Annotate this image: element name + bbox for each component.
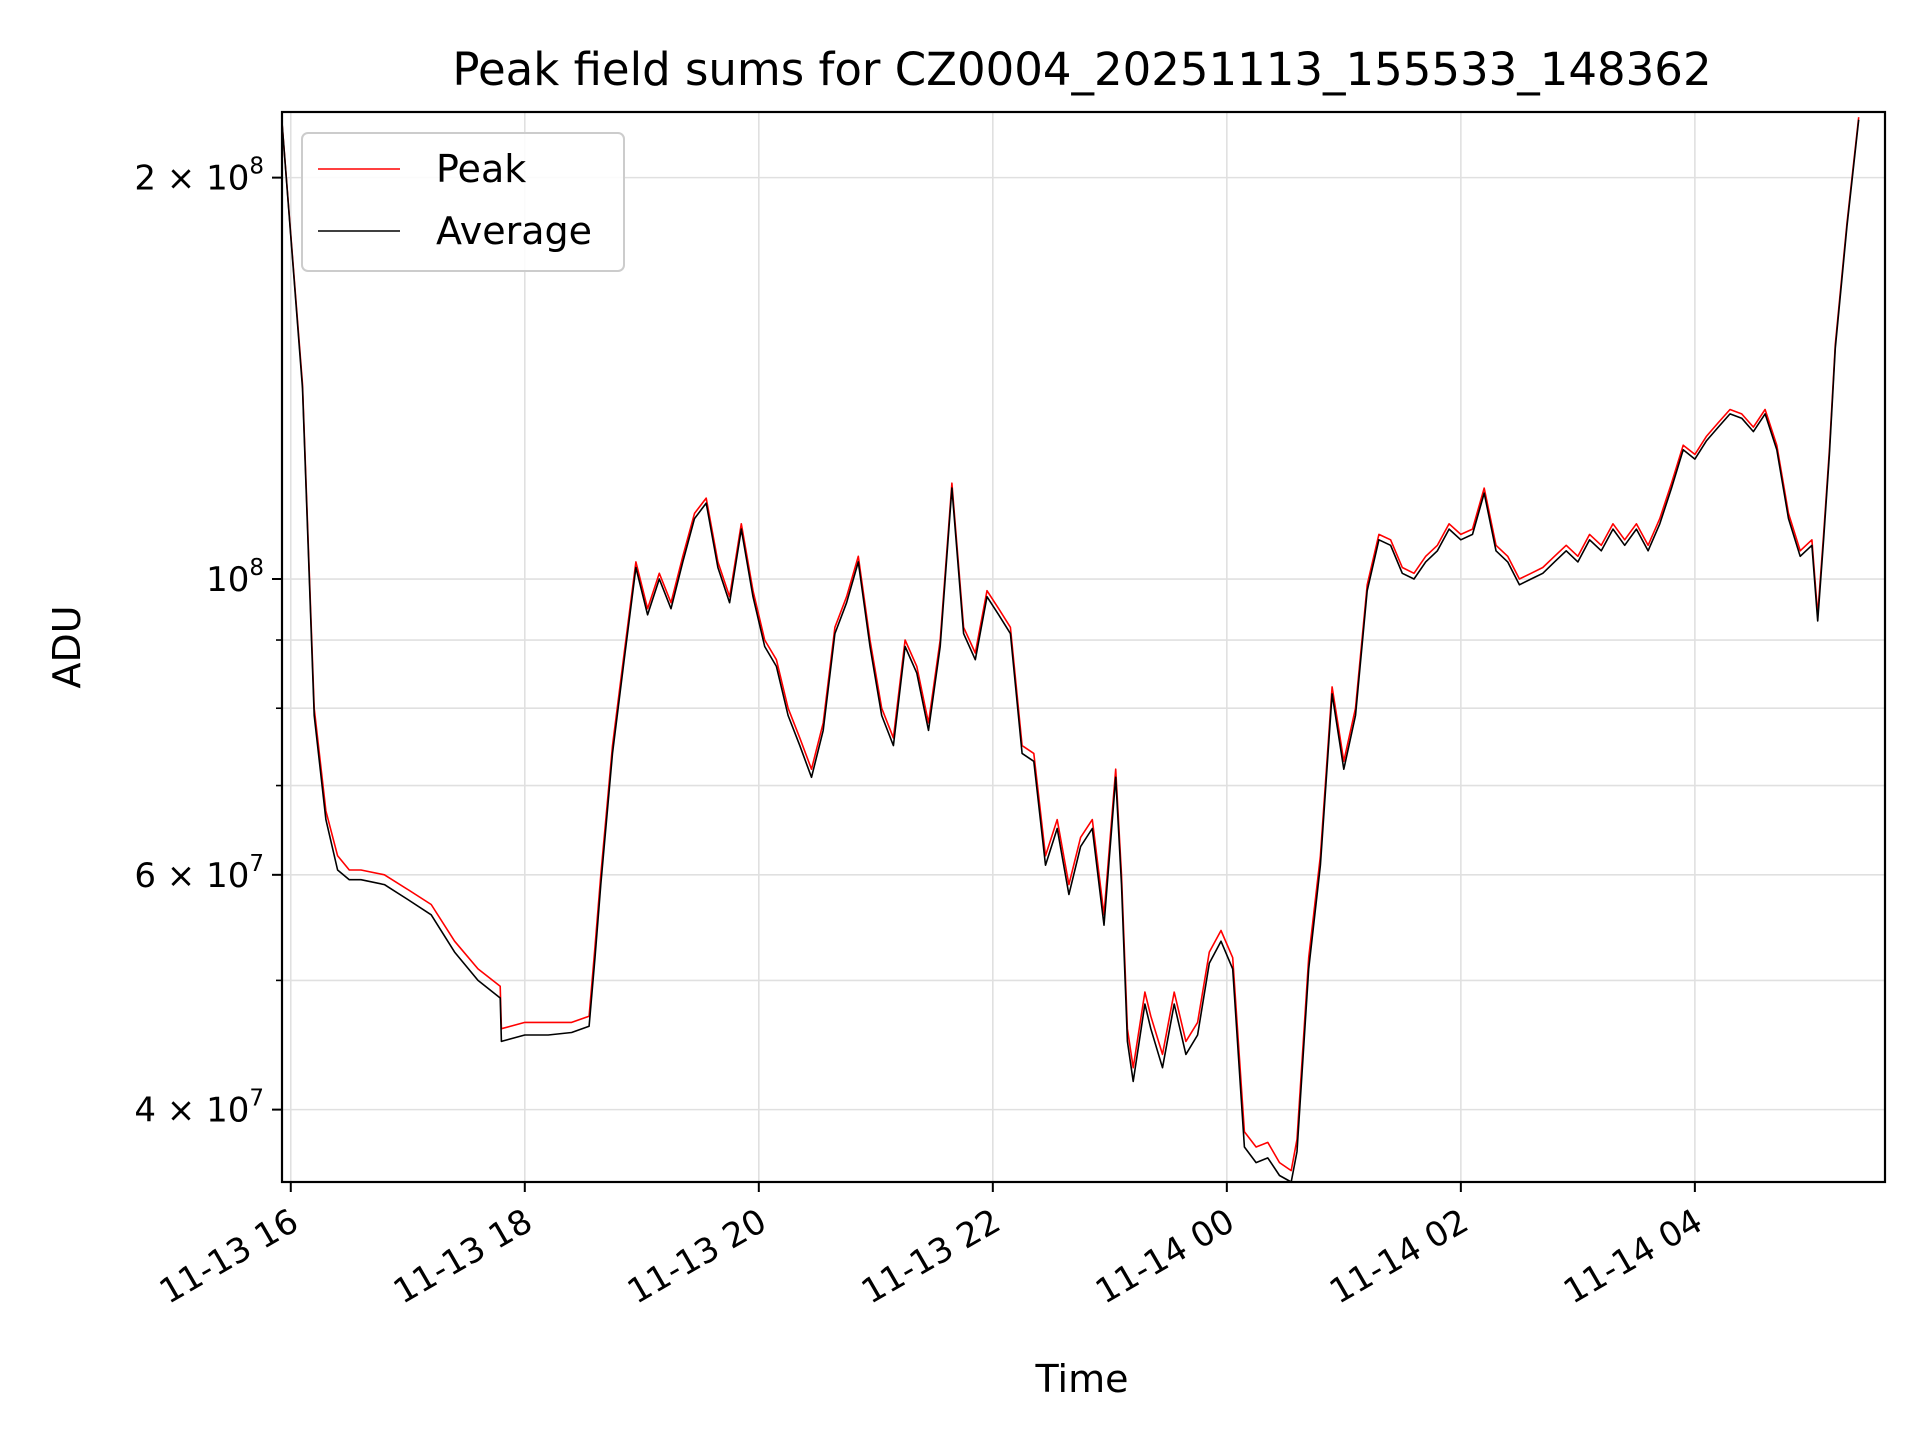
y-tick-label: 2 × 108 <box>134 154 264 199</box>
legend: Peak Average <box>301 132 625 272</box>
y-tick-label: 108 <box>206 555 264 600</box>
series-layer <box>281 117 1860 1183</box>
y-axis-label: ADU <box>45 605 89 688</box>
y-axis: 4 × 107 6 × 107 108 2 × 108 <box>134 154 282 1131</box>
y-tick-label: 6 × 107 <box>134 851 264 896</box>
series-line-average <box>281 119 1860 1183</box>
legend-label-average: Average <box>436 209 592 253</box>
chart-title: Peak field sums for CZ0004_20251113_1555… <box>452 43 1711 96</box>
grid <box>282 112 1885 1182</box>
plot-frame <box>280 110 1887 1184</box>
legend-label-peak: Peak <box>436 147 526 191</box>
x-axis-label: Time <box>1035 1357 1129 1401</box>
y-tick-label: 4 × 107 <box>134 1086 264 1131</box>
legend-box <box>301 132 625 272</box>
